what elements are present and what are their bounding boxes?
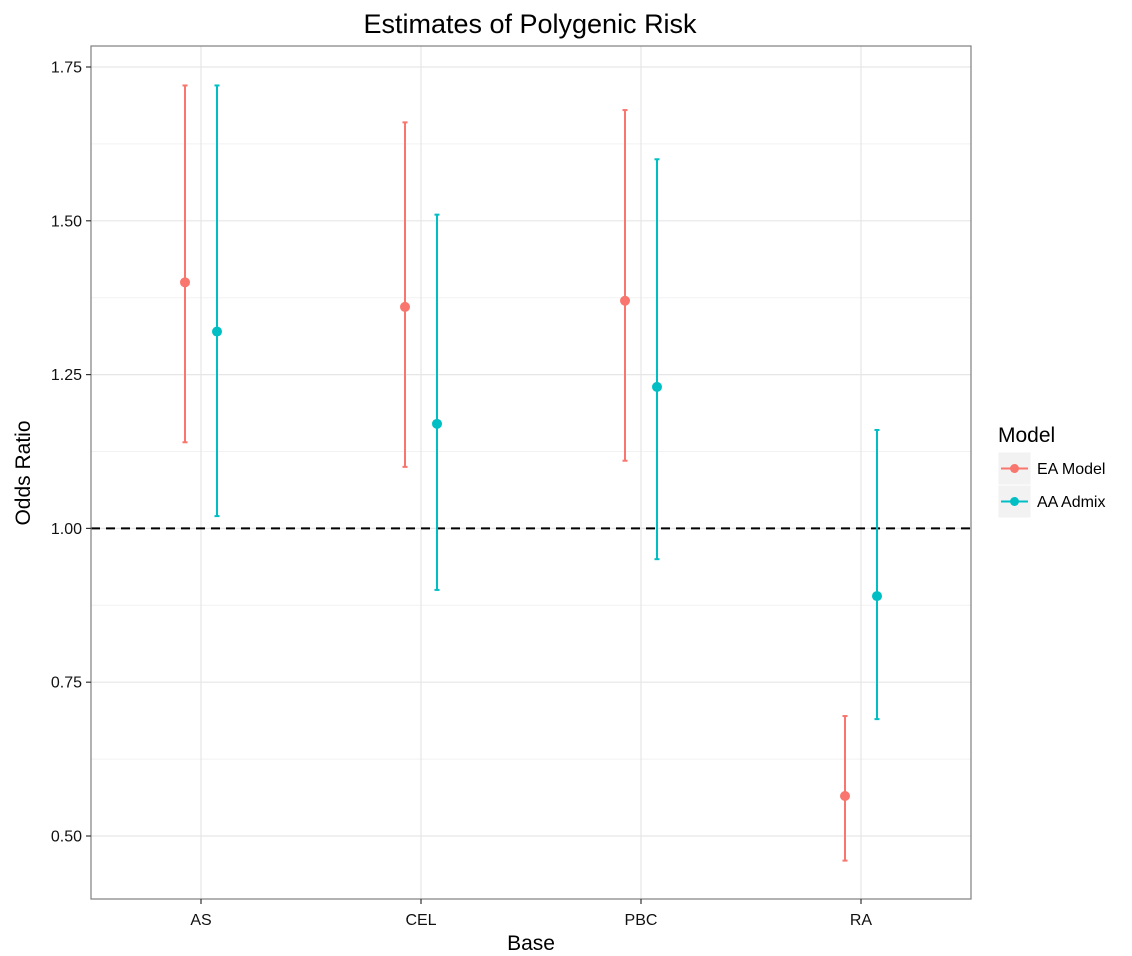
legend-key-point: [1010, 497, 1019, 506]
x-axis-title: Base: [507, 932, 555, 955]
legend-key-point: [1010, 464, 1019, 473]
legend: Model EA Model AA Admix: [997, 424, 1105, 519]
estimate-point: [212, 326, 222, 337]
y-tick-label: 1.75: [51, 60, 82, 77]
y-tick-label: 0.75: [51, 675, 82, 692]
estimate-point: [652, 381, 662, 392]
estimate-point: [840, 791, 850, 802]
y-axis-title: Odds Ratio: [12, 420, 35, 525]
x-tick-label: AS: [190, 912, 211, 929]
axes: 0.50 0.75 1.00 1.25 1.50 1.75 AS CEL PBC RA: [51, 60, 873, 930]
estimate-point: [180, 277, 190, 288]
estimate-point: [620, 295, 630, 306]
legend-label: EA Model: [1037, 461, 1105, 478]
y-tick-label: 1.00: [51, 521, 82, 538]
y-tick-label: 1.50: [51, 213, 82, 230]
data-marks: [180, 84, 882, 862]
legend-title: Model: [998, 424, 1055, 447]
x-tick-label: CEL: [405, 912, 436, 929]
grid: [91, 46, 971, 899]
chart-title: Estimates of Polygenic Risk: [363, 9, 697, 39]
x-tick-label: PBC: [625, 912, 658, 929]
estimate-point: [872, 591, 882, 602]
y-tick-label: 0.50: [51, 829, 82, 846]
estimate-point: [432, 418, 442, 429]
plot-panel-border: [90, 45, 972, 900]
estimate-point: [400, 301, 410, 312]
y-tick-label: 1.25: [51, 367, 82, 384]
x-tick-label: RA: [850, 912, 873, 929]
legend-label: AA Admix: [1037, 494, 1105, 511]
